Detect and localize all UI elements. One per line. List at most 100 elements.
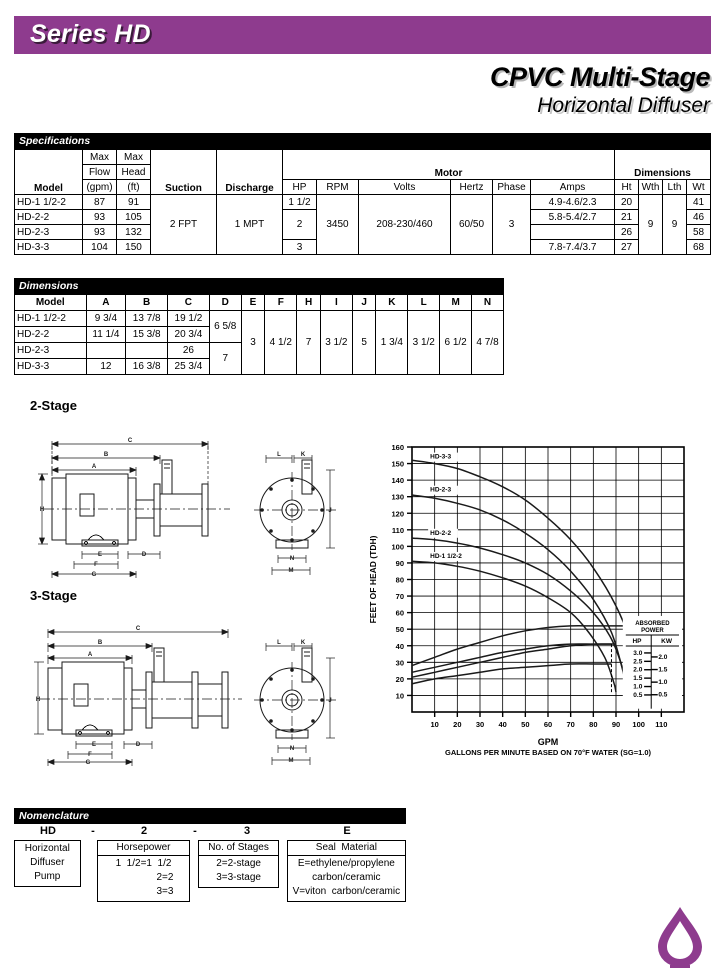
spec-cell-amps: 5.8-5.4/2.7 [530,209,615,225]
chart-legend-kw-value: 1.0 [658,679,667,686]
callout-d: D [142,552,147,558]
nom-box-title: No. of Stages [199,841,278,856]
spec-cell-amps: 4.9-4.6/2.3 [530,194,615,210]
chart-ytick-label: 70 [396,592,404,601]
spec-cell-maxflow: 93 [82,224,117,240]
nom-line: 3=3 [156,886,174,897]
chart-xtick-label: 10 [430,720,438,729]
spec-cell-wt: 41 [686,194,711,210]
chart-y-axis-label: FEET OF HEAD (TDH) [368,535,378,623]
spec-cell-model: HD-2-3 [14,224,83,240]
dim-cell-h: 7 [296,310,321,375]
nom-line: Pump [34,871,61,882]
callout-f: F [88,752,92,758]
callout-a: A [92,464,97,470]
spec-col-maxflow-2: Flow [82,164,117,180]
spec-cell-phase: 3 [492,194,531,255]
spec-cell-maxhead: 150 [116,239,151,255]
dim-col-l: L [407,294,441,311]
nom-box-model: Horizontal Diffuser Pump [14,840,81,887]
chart-ytick-label: 10 [396,691,404,700]
code-part-seal: E [343,825,351,837]
spec-cell-model: HD-2-2 [14,209,83,225]
chart-ytick-label: 150 [391,460,404,469]
series-title: Series HD [30,20,151,48]
dim-cell-f: 4 1/2 [264,310,298,375]
nom-box-title: Seal Material [287,841,405,856]
dim-cell-model: HD-2-3 [14,342,87,359]
chart-legend-col-hp: HP [632,638,642,645]
spec-header-row-2: Flow Head [15,164,711,180]
chart-legend-hp-value: 1.5 [633,675,642,682]
spec-col-maxhead-2: Head [116,164,151,180]
chart-ytick-label: 140 [391,476,404,485]
spec-cell-wt: 46 [686,209,711,225]
spec-col-maxhead-3: (ft) [116,179,151,195]
chart-curve-label: HD-2-2 [430,530,451,537]
spec-group-motor: Motor [434,168,463,179]
callout-k: K [301,452,306,458]
spec-cell-hp: 1 1/2 [282,194,317,210]
spec-cell-rpm: 3450 [316,194,359,255]
callout-b: B [104,452,109,458]
nom-box-stages: No. of Stages 2=2-stage 3=3-stage [198,840,279,888]
nomenclature-section: Nomenclature HD - 2 - 3 E Horizontal Dif… [14,808,406,902]
nom-line: 3=3-stage [216,872,261,883]
callout-m: M [289,758,294,764]
chart-ytick-label: 90 [396,559,404,568]
dim-cell-a: 9 3/4 [85,310,127,327]
spec-cell-discharge: 1 MPT [216,194,283,255]
chart-legend-kw-value: 2.0 [658,654,667,661]
dim-col-k: K [375,294,409,311]
spec-cell-ht: 21 [614,209,639,225]
callout-f: F [94,562,98,568]
dim-col-m: M [439,294,473,311]
spec-col-rpm: RPM [316,179,359,195]
nomenclature-code-line: HD - 2 - 3 E [14,825,406,838]
spec-col-wt: Wt [686,179,711,195]
callout-h: H [40,507,44,513]
chart-legend-hp-value: 3.0 [633,650,642,657]
dim-cell-c: 26 [167,342,210,359]
callout-n: N [290,746,294,752]
chart-ytick-label: 60 [396,609,404,618]
chart-xtick-label: 50 [521,720,529,729]
callout-l: L [277,452,281,458]
dim-col-a: A [85,294,127,311]
table-row: HD-2-3 93 132 26 58 [14,224,711,240]
spec-cell-ht: 26 [614,224,639,240]
chart-ytick-label: 20 [396,675,404,684]
callout-g: G [86,760,91,766]
chart-x-axis-sublabel: GALLONS PER MINUTE BASED ON 70°F WATER (… [445,748,652,757]
code-dash-1: - [91,825,95,837]
spec-cell-maxflow: 104 [82,239,117,255]
chart-ytick-label: 130 [391,493,404,502]
nom-box-horsepower: Horsepower 1 1/2=1 1/2 2=2 3=3 [96,840,191,902]
spec-cell-amps: 7.8-7.4/3.7 [530,239,615,255]
spec-cell-model: HD-3-3 [14,239,83,255]
nom-line: Horizontal [24,843,70,854]
callout-g: G [92,572,97,578]
spec-cell-maxhead: 132 [116,224,151,240]
dim-cell-b: 16 3/8 [125,358,169,375]
dim-cell-a [85,342,127,359]
chart-ytick-label: 110 [392,526,404,535]
code-part-stages: 3 [243,825,251,837]
table-row: HD-3-3 104 150 3 7.8-7.4/3.7 27 68 [14,239,711,255]
chart-xtick-label: 20 [453,720,461,729]
callout-d: D [136,742,141,748]
dim-cell-j: 5 [351,310,377,375]
chart-legend-hp-value: 1.0 [633,684,642,691]
spec-cell-maxhead: 91 [116,194,151,210]
spec-col-discharge: Discharge [225,183,274,194]
spec-col-maxflow-1: Max [82,149,117,165]
chart-xtick-label: 100 [632,720,645,729]
chart-xtick-label: 70 [566,720,574,729]
chart-power-hd-3-3-curve [411,625,639,667]
chart-legend-kw-value: 0.5 [658,692,667,699]
chart-head-curve-hd-3-3 [411,459,642,689]
spec-cell-ht: 27 [614,239,639,255]
specifications-section: Specifications Model Max Max Suction Dis… [14,133,711,255]
chart-head-curve-hd-2-2 [411,537,629,689]
callout-n: N [290,556,294,562]
